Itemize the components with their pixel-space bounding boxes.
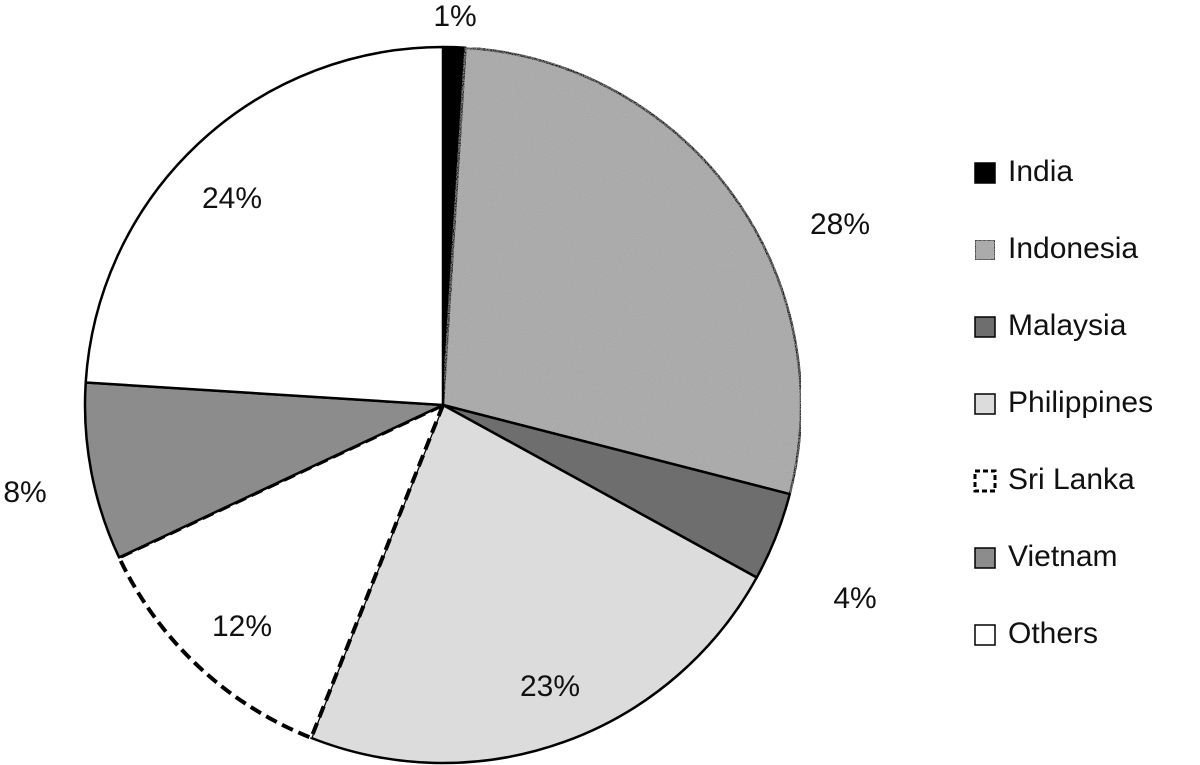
data-label: 24% (202, 182, 262, 215)
data-label: 1% (433, 0, 476, 33)
data-label: 23% (520, 670, 580, 703)
legend-label: Philippines (1008, 386, 1153, 419)
legend-label: Sri Lanka (1008, 463, 1135, 496)
legend-label: India (1008, 155, 1073, 188)
pie-slice (441, 46, 803, 496)
pie-slice (117, 403, 445, 740)
data-label: 4% (833, 582, 876, 615)
legend-swatch (974, 162, 996, 184)
data-label: 12% (212, 610, 272, 643)
legend-swatch (974, 316, 996, 338)
legend-swatch (974, 239, 996, 261)
legend-swatch (974, 393, 996, 415)
legend-label: Malaysia (1008, 309, 1127, 342)
legend-swatch (974, 624, 996, 646)
legend-swatch (973, 469, 997, 493)
pie-slice (83, 381, 445, 559)
legend-label: Indonesia (1008, 232, 1138, 265)
pie-slice (84, 45, 445, 407)
legend-swatch (974, 547, 996, 569)
legend-label: Vietnam (1008, 540, 1118, 573)
data-label: 28% (810, 208, 870, 241)
legend-label: Others (1008, 617, 1098, 650)
data-label: 8% (3, 476, 46, 509)
pie-slice (309, 403, 758, 765)
